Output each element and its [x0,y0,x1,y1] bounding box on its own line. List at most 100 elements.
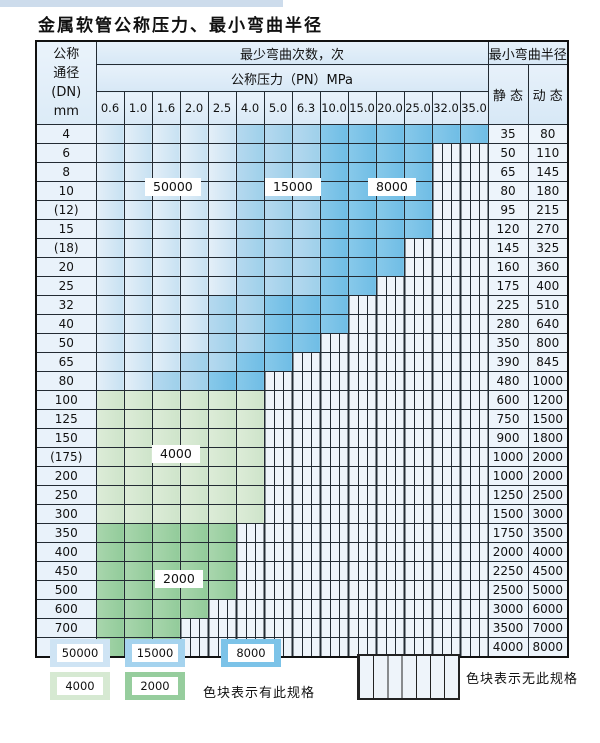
pressure-cell [291,618,321,638]
pressure-cell [123,409,153,429]
pressure-cell [319,504,349,524]
pressure-cell [179,333,209,353]
pressure-cell [95,333,125,353]
pressure-cell [123,599,153,619]
pressure-cell [319,637,349,658]
dynamic-cell: 80 [527,124,569,144]
pressure-cell [179,523,209,543]
static-cell: 600 [487,390,529,410]
static-cell: 750 [487,409,529,429]
pressure-cell [151,200,181,220]
dn-cell: 250 [35,485,97,505]
pressure-cell [431,523,461,543]
table-row: 150 900 1800 [35,428,569,448]
pressure-cell [95,314,125,334]
pressure-cell [95,409,125,429]
pressure-cell [459,428,489,448]
dn-cell: (175) [35,447,97,467]
pressure-cell [347,333,377,353]
pressure-cell [235,371,265,391]
pressure-cell [431,561,461,581]
dynamic-cell: 180 [527,181,569,201]
pressure-col-header: 2.5 [207,91,237,125]
pressure-cell [319,143,349,163]
pressure-cell [235,390,265,410]
pressure-cell [291,333,321,353]
pressure-cell [179,599,209,619]
pressure-cell [375,618,405,638]
pressure-cell [403,485,433,505]
table-row: 6 50 110 [35,143,569,163]
pressure-cell [235,257,265,277]
dynamic-header: 动 态 [527,64,569,125]
pressure-cell [403,219,433,239]
table-row: 80 480 1000 [35,371,569,391]
table-row: 400 2000 4000 [35,542,569,562]
pressure-cell [95,295,125,315]
dn-cell: 8 [35,162,97,182]
pressure-cell [291,314,321,334]
pressure-cell [347,485,377,505]
pressure-cell [95,162,125,182]
pressure-cell [179,409,209,429]
pressure-cell [347,428,377,448]
pressure-cell [431,200,461,220]
pressure-cell [235,219,265,239]
pressure-cell [291,257,321,277]
dn-cell: 40 [35,314,97,334]
pressure-cell [123,561,153,581]
dn-cell: 300 [35,504,97,524]
pressure-col-header: 10.0 [319,91,349,125]
pressure-cell [347,314,377,334]
pressure-cell [403,504,433,524]
pressure-cell [235,580,265,600]
pressure-cell [319,352,349,372]
pressure-cell [263,561,293,581]
dynamic-cell: 7000 [527,618,569,638]
pressure-cell [207,333,237,353]
pressure-cell [319,485,349,505]
pressure-cell [375,238,405,258]
pressure-cell [263,428,293,448]
pressure-cell [403,352,433,372]
dynamic-cell: 510 [527,295,569,315]
dn-cell: 400 [35,542,97,562]
pressure-col-header: 6.3 [291,91,321,125]
legend-swatch-label: 4000 [57,677,103,695]
pressure-cell [347,295,377,315]
dn-cell: 500 [35,580,97,600]
pressure-cell [123,333,153,353]
dynamic-cell: 2500 [527,485,569,505]
pressure-cell [319,219,349,239]
pressure-cell [291,162,321,182]
pressure-cell [431,352,461,372]
dynamic-cell: 400 [527,276,569,296]
dn-cell: 15 [35,219,97,239]
pressure-cell [319,162,349,182]
static-header: 静 态 [487,64,529,125]
pressure-cell [319,466,349,486]
dynamic-cell: 1000 [527,371,569,391]
pressure-cell [207,542,237,562]
pressure-cell [319,599,349,619]
pressure-cell [319,276,349,296]
pressure-cell [207,561,237,581]
dn-cell: 6 [35,143,97,163]
pressure-cell [375,333,405,353]
pressure-cell [347,276,377,296]
pressure-cell [95,124,125,144]
pressure-cell [179,371,209,391]
static-cell: 3000 [487,599,529,619]
pressure-cell [459,618,489,638]
dn-cell: 700 [35,618,97,638]
pressure-cell [207,447,237,467]
pressure-cell [235,599,265,619]
table-row: 200 1000 2000 [35,466,569,486]
dynamic-cell: 3000 [527,504,569,524]
pressure-cell [263,371,293,391]
pressure-cell [263,200,293,220]
zone-value-label: 4000 [152,445,200,463]
table-row: (12) 95 215 [35,200,569,220]
pressure-cell [207,238,237,258]
pressure-cell [263,466,293,486]
